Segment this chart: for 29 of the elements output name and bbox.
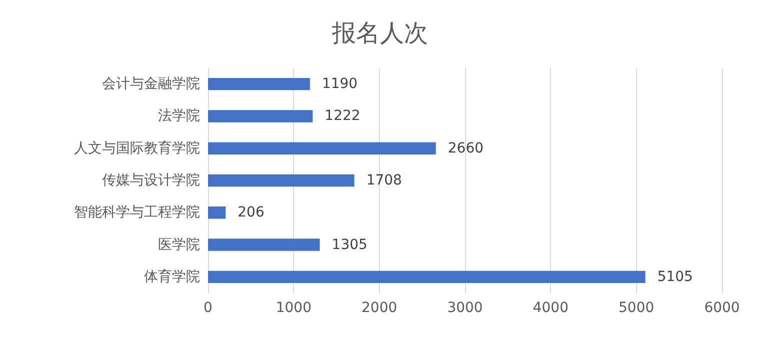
y-tick-label: 智能科学与工程学院	[74, 204, 200, 221]
y-tick-label: 医学院	[158, 236, 200, 253]
x-tick-label: 6000	[704, 300, 740, 316]
y-tick-label: 体育学院	[144, 268, 200, 285]
data-label: 1708	[366, 172, 402, 188]
data-label: 2660	[448, 140, 484, 156]
x-tick-label: 5000	[618, 300, 654, 316]
x-tick-label: 2000	[362, 300, 398, 316]
data-label: 1190	[322, 76, 358, 92]
x-tick-label: 3000	[447, 300, 483, 316]
x-tick-label: 0	[204, 300, 212, 316]
bar	[208, 174, 354, 187]
y-tick-label: 法学院	[158, 108, 200, 124]
bar	[208, 78, 310, 90]
data-label: 1305	[332, 236, 368, 253]
bar	[208, 238, 320, 251]
data-label: 5105	[657, 268, 693, 285]
y-tick-label: 人文与国际教育学院	[74, 139, 200, 156]
y-tick-label: 传媒与设计学院	[102, 172, 200, 188]
bar	[208, 110, 313, 122]
data-label: 206	[238, 204, 264, 221]
bar	[208, 142, 436, 154]
chart-title: 报名人次	[331, 19, 428, 47]
x-tick-label: 4000	[532, 300, 568, 316]
data-label: 1222	[324, 108, 360, 124]
y-tick-label: 会计与金融学院	[102, 76, 200, 92]
bar	[208, 206, 226, 219]
x-tick-label: 1000	[276, 300, 312, 316]
bar	[208, 270, 646, 284]
